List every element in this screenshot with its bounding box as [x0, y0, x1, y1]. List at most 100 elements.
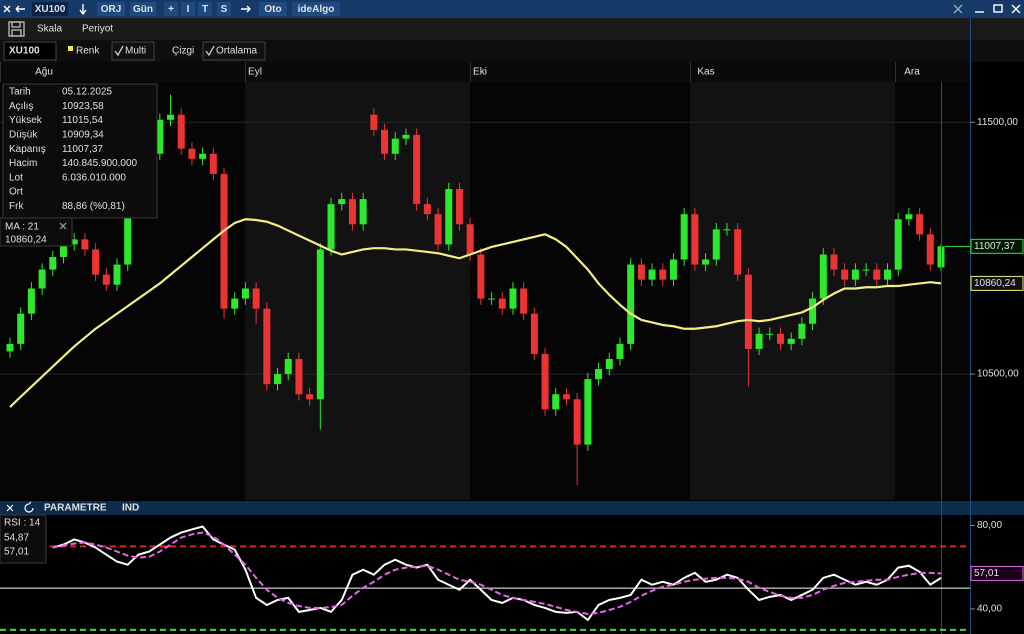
candle-body	[744, 274, 752, 349]
tab-label[interactable]: Multi	[125, 46, 146, 57]
toolbar-button[interactable]	[217, 2, 231, 16]
candle-body	[413, 134, 421, 205]
info-label: Kapanış	[9, 144, 46, 155]
candle-body	[573, 399, 581, 445]
candle-body	[627, 264, 635, 344]
candle-body	[252, 288, 260, 309]
month-label: Ara	[904, 67, 920, 78]
candle-body	[316, 249, 324, 400]
candle-body	[723, 229, 731, 231]
toolbar-button[interactable]	[292, 2, 340, 16]
candle-body	[167, 114, 175, 120]
info-value: 11007,37	[62, 144, 103, 155]
candle-body	[616, 343, 624, 359]
candle-body	[841, 269, 849, 280]
candle-body	[295, 358, 303, 395]
back-icon[interactable]	[15, 5, 25, 13]
candle-body	[605, 358, 613, 370]
ma-legend-close[interactable]	[59, 222, 67, 230]
candle-body	[220, 173, 228, 309]
candle-body	[60, 244, 68, 258]
y-tick-label: 10500,00	[977, 369, 1019, 380]
rsi-tag	[970, 565, 1024, 581]
toolbar-label: XU100	[35, 4, 66, 15]
toolbar-button[interactable]	[97, 2, 125, 16]
info-value: 140.845.900.000	[62, 158, 138, 169]
toolbar-button[interactable]	[181, 2, 195, 16]
candle-body	[38, 269, 46, 289]
info-value: 05.12.2025	[62, 87, 112, 98]
tab-label[interactable]: Çizgi	[172, 46, 194, 57]
menu-item[interactable]: Skala	[37, 24, 62, 35]
indicator-bar	[0, 501, 1024, 515]
rsi-line	[52, 531, 942, 615]
candle-body	[819, 254, 827, 299]
toolbar-button[interactable]	[32, 2, 68, 16]
candle-body	[552, 394, 560, 410]
info-value: 6.036.010.000	[62, 172, 126, 183]
candle-body	[274, 374, 282, 385]
indicator-item[interactable]: PARAMETRE	[44, 503, 107, 514]
candle-body	[466, 224, 474, 255]
candle-body	[530, 313, 538, 354]
toolbar-button[interactable]	[130, 2, 156, 16]
menu-item[interactable]: Periyot	[82, 24, 113, 35]
toolbar-label: ORJ	[101, 4, 122, 15]
indicator-item[interactable]: IND	[122, 503, 139, 514]
toolbar-button[interactable]	[164, 2, 178, 16]
maximize-icon[interactable]	[993, 4, 1003, 13]
price-tag-label: 11007,37	[974, 241, 1015, 252]
window-close-icon[interactable]	[1011, 4, 1021, 14]
indicator-close[interactable]	[6, 504, 14, 512]
candle-body	[498, 298, 506, 309]
rsi-line	[52, 525, 942, 622]
candle-body	[70, 239, 78, 245]
candle-body	[402, 134, 410, 139]
candle-body	[691, 214, 699, 265]
candle-body	[102, 274, 110, 285]
ma-legend	[0, 217, 73, 247]
candle-body	[306, 394, 314, 400]
info-value: 10909,34	[62, 130, 104, 141]
info-label: Düşük	[9, 130, 38, 141]
candle-body	[381, 129, 389, 154]
tab-label[interactable]: Ortalama	[216, 46, 258, 57]
rsi-ma-legend-value: 57,01	[4, 547, 29, 558]
candle-body	[209, 153, 217, 174]
info-panel	[2, 83, 158, 219]
month-label: Ağu	[35, 67, 53, 78]
candle-body	[862, 269, 870, 271]
candle-body	[669, 259, 677, 280]
candle-body	[434, 214, 442, 245]
info-label: Yüksek	[9, 115, 43, 126]
candle-body	[680, 214, 688, 260]
toolbar-label: +	[168, 4, 174, 15]
candle-body	[338, 199, 346, 205]
tab-box[interactable]	[202, 41, 266, 61]
price-tag	[970, 238, 1024, 254]
month-band	[245, 82, 470, 500]
forward-icon[interactable]	[241, 5, 251, 13]
toolbar-icons	[3, 4, 1021, 16]
save-icon[interactable]	[8, 21, 25, 37]
candle-body	[766, 333, 774, 335]
close-icon[interactable]	[3, 5, 11, 13]
candle-body	[6, 343, 14, 352]
candle-body	[327, 204, 335, 250]
download-icon[interactable]	[79, 4, 87, 16]
candle-body	[49, 257, 57, 270]
check-icon	[114, 45, 124, 57]
check-icon	[205, 45, 215, 57]
toolbar-button[interactable]	[198, 2, 212, 16]
toolbar-button[interactable]	[259, 2, 287, 16]
x-icon[interactable]	[953, 4, 963, 14]
info-label: Hacim	[9, 158, 37, 169]
candle-body	[423, 204, 431, 215]
candle-body	[92, 249, 100, 275]
info-label: Lot	[9, 172, 23, 183]
indicator-refresh[interactable]	[24, 501, 34, 513]
candle-body	[520, 288, 528, 314]
candle-body	[787, 338, 795, 344]
tab-label[interactable]: Renk	[76, 46, 100, 57]
y-tick-label: 11500,00	[977, 117, 1018, 128]
